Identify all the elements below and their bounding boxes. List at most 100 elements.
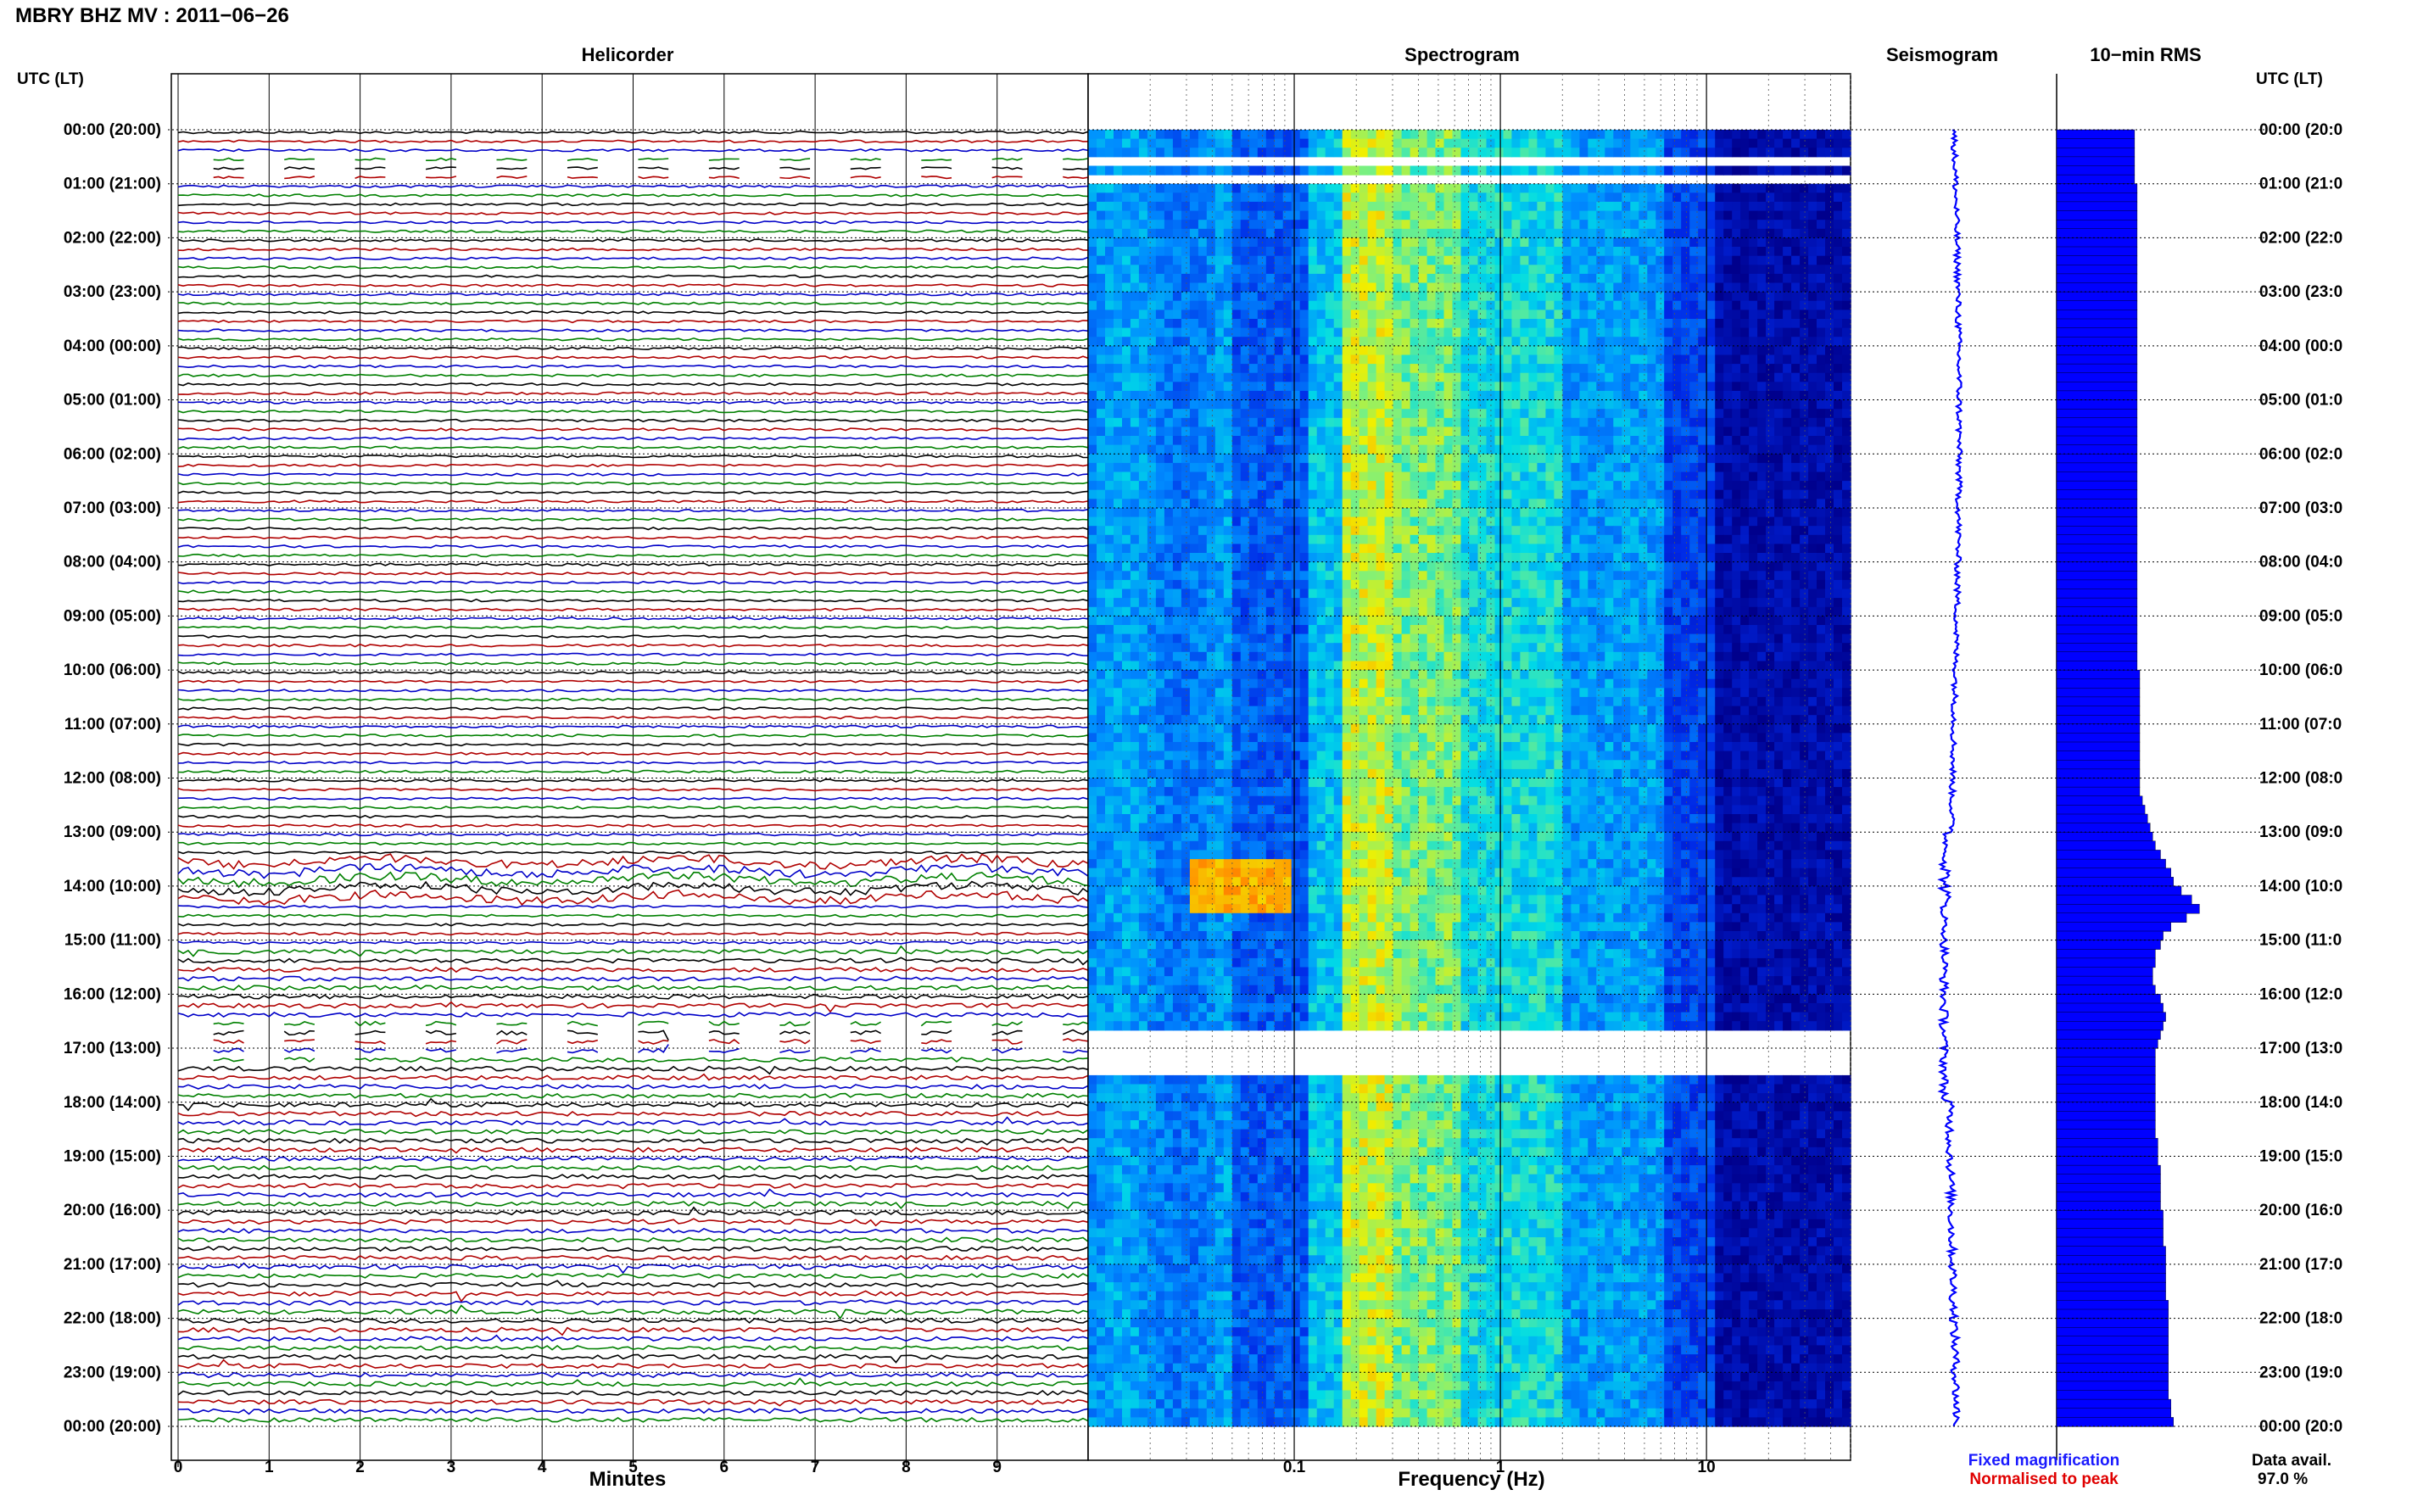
spectrogram-cell [1275,427,1284,436]
spectrogram-cell [1732,265,1741,274]
spectrogram-cell [1715,310,1724,319]
spectrogram-cell [1588,490,1597,499]
spectrogram-cell [1605,256,1614,265]
spectrogram-cell [1147,220,1157,229]
spectrogram-cell [1334,265,1343,274]
spectrogram-cell [1740,400,1750,410]
spectrogram-cell [1334,337,1343,346]
spectrogram-cell [1343,283,1352,293]
spectrogram-cell [1681,544,1690,553]
spectrogram-cell [1571,310,1580,319]
spectrogram-cell [1825,346,1834,355]
spectrogram-cell [1749,436,1758,445]
spectrogram-cell [1672,454,1682,463]
spectrogram-cell [1842,346,1851,355]
spectrogram-cell [1351,400,1360,410]
spectrogram-cell [1834,454,1843,463]
spectrogram-cell [1393,373,1403,382]
spectrogram-cell [1419,454,1428,463]
spectrogram-cell [1766,211,1775,220]
spectrogram-cell [1766,436,1775,445]
spectrogram-cell [1622,544,1631,553]
spectrogram-cell [1791,319,1801,328]
spectrogram-cell [1131,337,1140,346]
spectrogram-cell [1791,391,1801,400]
spectrogram-cell [1334,310,1343,319]
spectrogram-cell [1817,400,1826,410]
spectrogram-cell [1300,553,1309,562]
spectrogram-cell [1834,247,1843,256]
spectrogram-cell [1834,237,1843,247]
spectrogram-cell [1757,535,1767,544]
spectrogram-cell [1842,274,1851,283]
spectrogram-cell [1808,427,1817,436]
spectrogram-cell [1207,553,1216,562]
spectrogram-cell [1283,472,1293,482]
spectrogram-cell [1334,517,1343,527]
spectrogram-cell [1215,256,1225,265]
spectrogram-cell [1554,517,1563,527]
spectrogram-cell [1326,607,1335,617]
spectrogram-cell [1605,445,1614,455]
spectrogram-cell [1088,562,1097,572]
spectrogram-cell [1427,184,1437,193]
spectrogram-cell [1147,301,1157,310]
spectrogram-cell [1732,427,1741,436]
spectrogram-cell [1834,463,1843,472]
spectrogram-cell [1334,130,1343,139]
spectrogram-cell [1181,211,1191,220]
spectrogram-cell [1605,463,1614,472]
spectrogram-cell [1088,571,1097,580]
spectrogram-cell [1156,625,1165,634]
spectrogram-cell [1198,328,1208,338]
spectrogram-cell [1545,607,1555,617]
spectrogram-cell [1834,481,1843,490]
spectrogram-cell [1088,139,1097,148]
spectrogram-cell [1360,571,1369,580]
spectrogram-cell [1215,301,1225,310]
spectrogram-cell [1520,535,1529,544]
spectrogram-cell [1173,490,1182,499]
spectrogram-cell [1757,391,1767,400]
spectrogram-cell [1622,580,1631,589]
spectrogram-cell [1825,526,1834,535]
spectrogram-cell [1139,247,1148,256]
spectrogram-cell [1562,499,1572,508]
spectrogram-cell [1808,481,1817,490]
spectrogram-cell [1800,427,1809,436]
spectrogram-cell [1664,571,1673,580]
spectrogram-cell [1360,508,1369,517]
spectrogram-cell [1495,607,1505,617]
spectrogram-cell [1173,355,1182,365]
spectrogram-cell [1292,409,1301,418]
spectrogram-cell [1309,346,1318,355]
spectrogram-cell [1783,220,1792,229]
spectrogram-cell [1630,256,1639,265]
spectrogram-cell [1114,418,1123,427]
spectrogram-cell [1393,427,1403,436]
spectrogram-cell [1376,373,1386,382]
spectrogram-cell [1613,463,1622,472]
spectrogram-cell [1791,256,1801,265]
spectrogram-cell [1528,526,1538,535]
spectrogram-cell [1800,220,1809,229]
spectrogram-cell [1698,589,1707,599]
spectrogram-cell [1181,166,1191,176]
spectrogram-cell [1655,256,1665,265]
spectrogram-cell [1504,616,1513,625]
spectrogram-cell [1190,373,1199,382]
spectrogram-cell [1562,625,1572,634]
spectrogram-cell [1453,463,1462,472]
spectrogram-cell [1198,463,1208,472]
spectrogram-cell [1800,192,1809,202]
spectrogram-cell [1343,553,1352,562]
spectrogram-cell [1478,319,1488,328]
spectrogram-cell [1207,625,1216,634]
spectrogram-cell [1232,220,1242,229]
spectrogram-cell [1198,346,1208,355]
spectrogram-cell [1198,616,1208,625]
spectrogram-cell [1478,265,1488,274]
spectrogram-cell [1343,436,1352,445]
spectrogram-cell [1520,400,1529,410]
spectrogram-cell [1681,517,1690,527]
